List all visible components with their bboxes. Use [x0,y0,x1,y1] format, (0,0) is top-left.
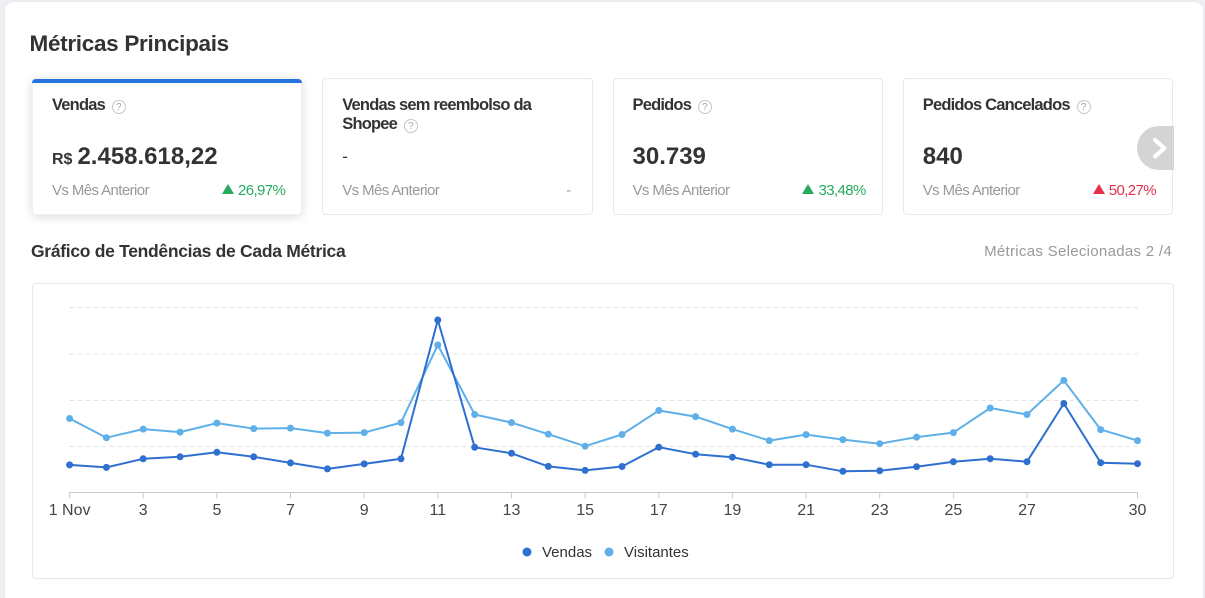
svg-text:21: 21 [797,502,815,519]
svg-text:11: 11 [429,502,446,519]
svg-text:1 Nov: 1 Nov [49,502,91,519]
svg-text:5: 5 [212,502,221,519]
svg-text:30: 30 [1129,502,1147,519]
svg-text:Vendas: Vendas [542,544,592,561]
svg-text:Visitantes: Visitantes [624,544,689,561]
svg-text:3: 3 [139,502,148,519]
svg-text:9: 9 [360,502,369,519]
svg-text:15: 15 [576,502,594,519]
svg-text:25: 25 [945,502,963,519]
svg-text:7: 7 [286,502,295,519]
svg-text:19: 19 [724,502,742,519]
svg-text:13: 13 [503,502,521,519]
svg-text:23: 23 [871,502,889,519]
svg-text:27: 27 [1018,502,1036,519]
svg-text:17: 17 [650,502,668,519]
